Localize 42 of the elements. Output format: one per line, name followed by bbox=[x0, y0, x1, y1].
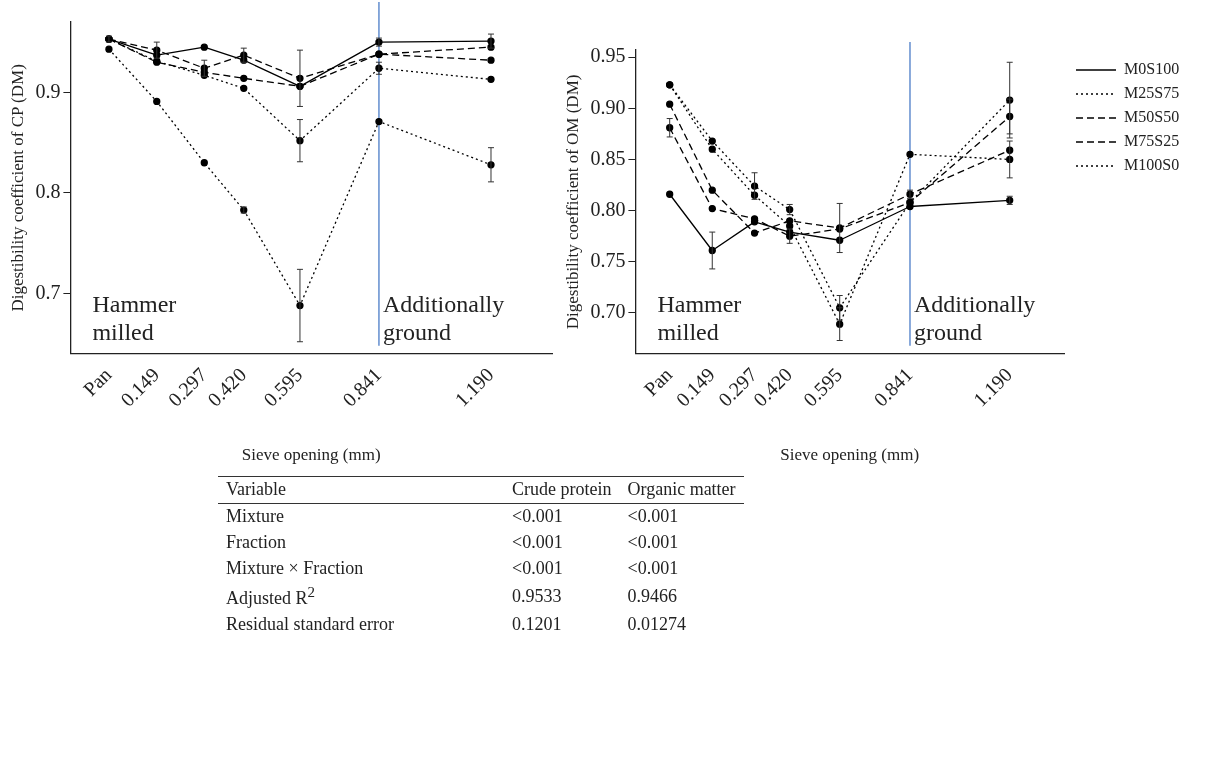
annotation: Additionally ground bbox=[382, 290, 505, 345]
text: <0.001 bbox=[626, 557, 680, 580]
text: Residual standard error bbox=[225, 613, 395, 636]
y-tick-label: 0.70 bbox=[590, 300, 626, 323]
legend-label: M100S0 bbox=[1124, 156, 1180, 174]
y-tick-label: 0.9 bbox=[35, 79, 61, 102]
text: <0.001 bbox=[511, 531, 564, 554]
y-tick-label: 0.95 bbox=[590, 44, 626, 67]
annotation: Additionally ground bbox=[913, 290, 1036, 345]
text: <0.001 bbox=[511, 557, 564, 580]
text: <0.001 bbox=[626, 531, 680, 554]
annotation: Hammer milled bbox=[92, 290, 177, 345]
text: 0.01274 bbox=[626, 613, 687, 636]
y-axis-title: Digestibility coefficient of CP (DM) bbox=[7, 64, 27, 312]
y-tick-label: 0.75 bbox=[590, 249, 626, 271]
y-axis-title: Digestibility coefficient of OM (DM) bbox=[562, 74, 582, 330]
legend-label: M25S75 bbox=[1124, 84, 1180, 102]
x-axis-title: Sieve opening (mm) bbox=[780, 445, 920, 465]
legend-label: M50S50 bbox=[1124, 108, 1180, 126]
text: Fraction bbox=[225, 531, 287, 554]
x-tick-label: Pan bbox=[78, 363, 116, 401]
annotation: Hammer milled bbox=[657, 290, 742, 345]
legend-label: M0S100 bbox=[1124, 60, 1180, 78]
text: Variable bbox=[218, 476, 504, 504]
text: Mixture bbox=[225, 505, 285, 528]
x-tick-label: Pan bbox=[639, 363, 677, 401]
text: Crude protein bbox=[504, 476, 620, 504]
y-tick-label: 0.8 bbox=[35, 180, 61, 203]
text: <0.001 bbox=[511, 505, 564, 528]
text: Mixture × Fraction bbox=[225, 557, 365, 580]
y-tick-label: 0.80 bbox=[590, 197, 626, 220]
legend-label: M75S25 bbox=[1124, 132, 1180, 150]
y-tick-label: 0.7 bbox=[35, 280, 61, 303]
text: 0.9533 bbox=[511, 585, 563, 608]
text: Organic matter bbox=[619, 476, 744, 504]
text: <0.001 bbox=[626, 505, 680, 528]
text: Adjusted R$^{2}$ bbox=[225, 583, 316, 610]
y-tick-label: 0.85 bbox=[590, 146, 626, 169]
y-tick-label: 0.90 bbox=[590, 95, 626, 118]
text: 0.9466 bbox=[626, 585, 678, 608]
text: 0.1201 bbox=[511, 613, 563, 636]
x-axis-title: Sieve opening (mm) bbox=[241, 445, 381, 465]
